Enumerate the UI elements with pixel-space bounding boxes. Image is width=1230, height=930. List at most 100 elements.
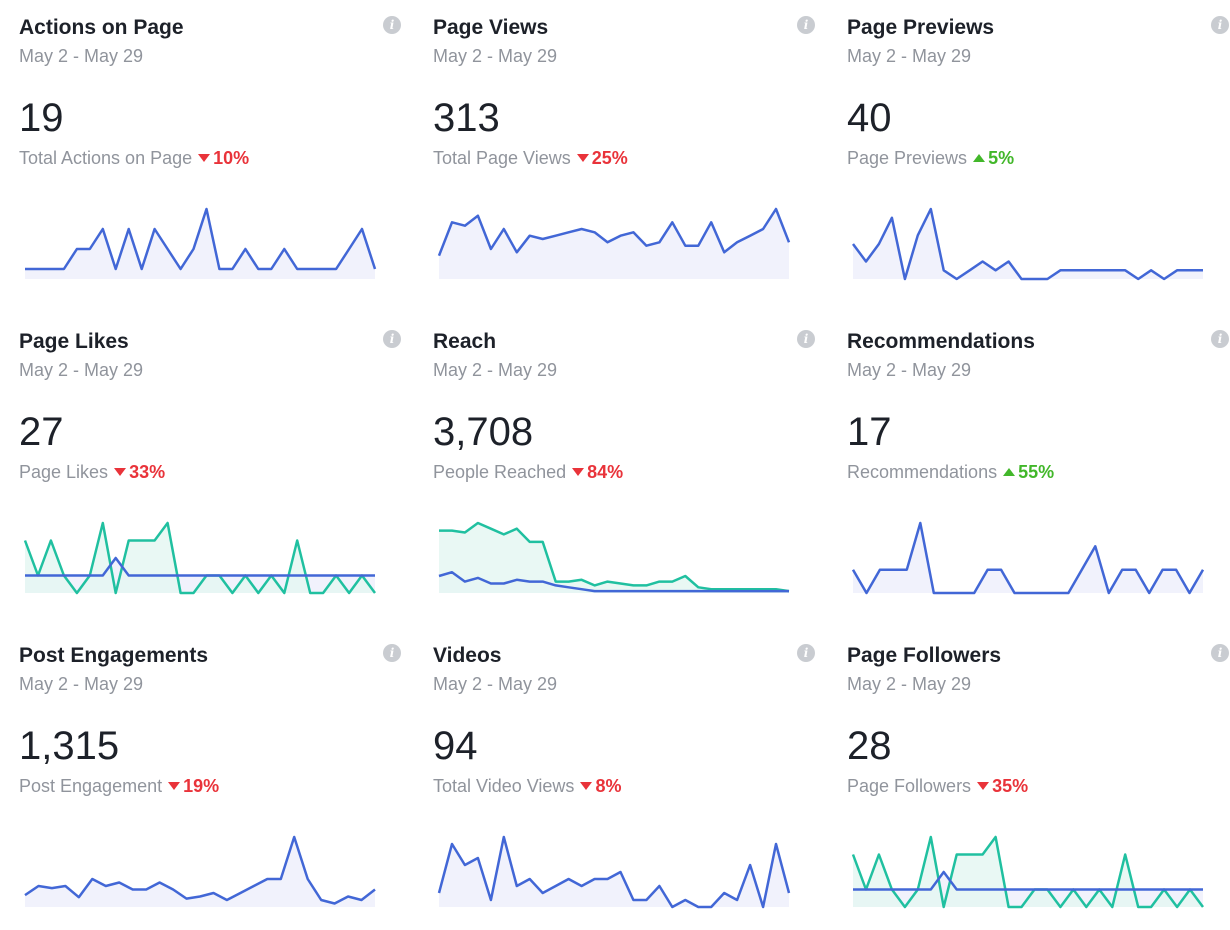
card-title: Post Engagements	[19, 644, 209, 667]
change-indicator: 84%	[572, 462, 623, 482]
change-percent: 55%	[1018, 462, 1055, 482]
card-metric-value: 313	[433, 96, 500, 140]
triangle-down-icon	[580, 782, 593, 790]
info-icon[interactable]: i	[383, 330, 401, 348]
change-percent: 25%	[591, 148, 628, 168]
sparkline-area-blue	[25, 837, 375, 907]
card-date-range: May 2 - May 29	[433, 46, 558, 66]
sparkline-chart	[853, 519, 1203, 599]
info-icon[interactable]: i	[797, 16, 815, 34]
card-date-range: May 2 - May 29	[433, 360, 558, 380]
card-metric-label-row: Total Actions on Page 10%	[19, 148, 249, 169]
change-indicator: 19%	[168, 776, 219, 796]
sparkline-line-blue	[853, 523, 1203, 593]
sparkline-line-blue	[25, 837, 375, 904]
sparkline-chart	[439, 205, 789, 279]
change-percent: 5%	[988, 148, 1015, 168]
card-reach[interactable]: Reach May 2 - May 29 i 3,708 People Reac…	[433, 314, 815, 614]
card-title: Page Previews	[847, 16, 995, 39]
card-actions-on-page[interactable]: Actions on Page May 2 - May 29 i 19 Tota…	[19, 0, 401, 300]
sparkline-line-blue	[853, 872, 1203, 890]
change-percent: 19%	[183, 776, 220, 796]
change-percent: 84%	[587, 462, 624, 482]
card-metric-label-row: Page Previews 5%	[847, 148, 1014, 169]
triangle-down-icon	[572, 468, 585, 476]
sparkline-chart	[439, 833, 789, 913]
sparkline-line-blue	[439, 209, 789, 256]
card-recommendations[interactable]: Recommendations May 2 - May 29 i 17 Reco…	[847, 314, 1229, 614]
change-percent: 33%	[129, 462, 166, 482]
card-page-likes[interactable]: Page Likes May 2 - May 29 i 27 Page Like…	[19, 314, 401, 614]
card-metric-label-row: Total Page Views 25%	[433, 148, 628, 169]
info-icon[interactable]: i	[383, 644, 401, 662]
sparkline-line-blue	[853, 209, 1203, 279]
triangle-down-icon	[576, 154, 589, 162]
sparkline-area-blue	[853, 523, 1203, 593]
card-metric-label: Total Actions on Page	[19, 148, 193, 168]
info-icon[interactable]: i	[797, 330, 815, 348]
sparkline-chart	[853, 833, 1203, 913]
card-metric-label: Page Likes	[19, 462, 109, 482]
card-metric-label: Recommendations	[847, 462, 998, 482]
card-title: Recommendations	[847, 330, 1035, 353]
triangle-down-icon	[977, 782, 990, 790]
card-metric-label-row: Total Video Views 8%	[433, 776, 621, 797]
sparkline-area-teal	[439, 523, 789, 593]
sparkline-chart	[25, 833, 375, 907]
card-metric-label: Page Followers	[847, 776, 972, 796]
triangle-down-icon	[114, 468, 127, 476]
sparkline-line-teal	[439, 523, 789, 591]
change-indicator: 35%	[977, 776, 1028, 796]
sparkline-chart	[439, 519, 789, 593]
card-metric-value: 19	[19, 96, 64, 140]
change-indicator: 33%	[114, 462, 165, 482]
info-icon[interactable]: i	[1211, 330, 1229, 348]
change-percent: 8%	[595, 776, 622, 796]
card-title: Reach	[433, 330, 497, 353]
card-metric-label: Total Video Views	[433, 776, 575, 796]
sparkline-area-blue	[853, 209, 1203, 279]
card-date-range: May 2 - May 29	[847, 46, 972, 66]
card-date-range: May 2 - May 29	[19, 360, 144, 380]
sparkline-area-blue	[439, 209, 789, 279]
card-page-views[interactable]: Page Views May 2 - May 29 i 313 Total Pa…	[433, 0, 815, 300]
triangle-up-icon	[1003, 468, 1016, 476]
card-page-followers[interactable]: Page Followers May 2 - May 29 i 28 Page …	[847, 628, 1229, 928]
info-icon[interactable]: i	[797, 644, 815, 662]
sparkline-chart	[853, 205, 1203, 285]
card-metric-value: 40	[847, 96, 892, 140]
card-metric-value: 94	[433, 724, 478, 768]
info-icon[interactable]: i	[1211, 16, 1229, 34]
info-icon[interactable]: i	[1211, 644, 1229, 662]
card-videos[interactable]: Videos May 2 - May 29 i 94 Total Video V…	[433, 628, 815, 928]
card-metric-value: 17	[847, 410, 892, 454]
change-percent: 10%	[213, 148, 250, 168]
card-date-range: May 2 - May 29	[847, 360, 972, 380]
info-icon[interactable]: i	[383, 16, 401, 34]
sparkline-line-blue	[25, 209, 375, 269]
card-date-range: May 2 - May 29	[19, 674, 144, 694]
card-post-engagements[interactable]: Post Engagements May 2 - May 29 i 1,315 …	[19, 628, 401, 928]
sparkline-chart	[25, 519, 375, 599]
sparkline-area-blue	[439, 837, 789, 907]
card-metric-label: People Reached	[433, 462, 567, 482]
change-indicator: 25%	[576, 148, 628, 168]
card-metric-label-row: Recommendations 55%	[847, 462, 1054, 483]
card-metric-label-row: People Reached 84%	[433, 462, 623, 483]
card-metric-label-row: Page Followers 35%	[847, 776, 1028, 797]
card-metric-value: 1,315	[19, 724, 120, 768]
change-indicator: 55%	[1003, 462, 1054, 482]
triangle-down-icon	[168, 782, 181, 790]
card-title: Page Views	[433, 16, 549, 39]
card-metric-label-row: Post Engagement 19%	[19, 776, 219, 797]
card-page-previews[interactable]: Page Previews May 2 - May 29 i 40 Page P…	[847, 0, 1229, 300]
triangle-up-icon	[973, 154, 986, 162]
card-metric-value: 3,708	[433, 410, 534, 454]
card-title: Actions on Page	[19, 16, 184, 39]
change-indicator: 8%	[580, 776, 621, 796]
card-title: Page Likes	[19, 330, 129, 353]
change-indicator: 10%	[198, 148, 249, 168]
card-metric-label: Post Engagement	[19, 776, 163, 796]
change-percent: 35%	[992, 776, 1029, 796]
